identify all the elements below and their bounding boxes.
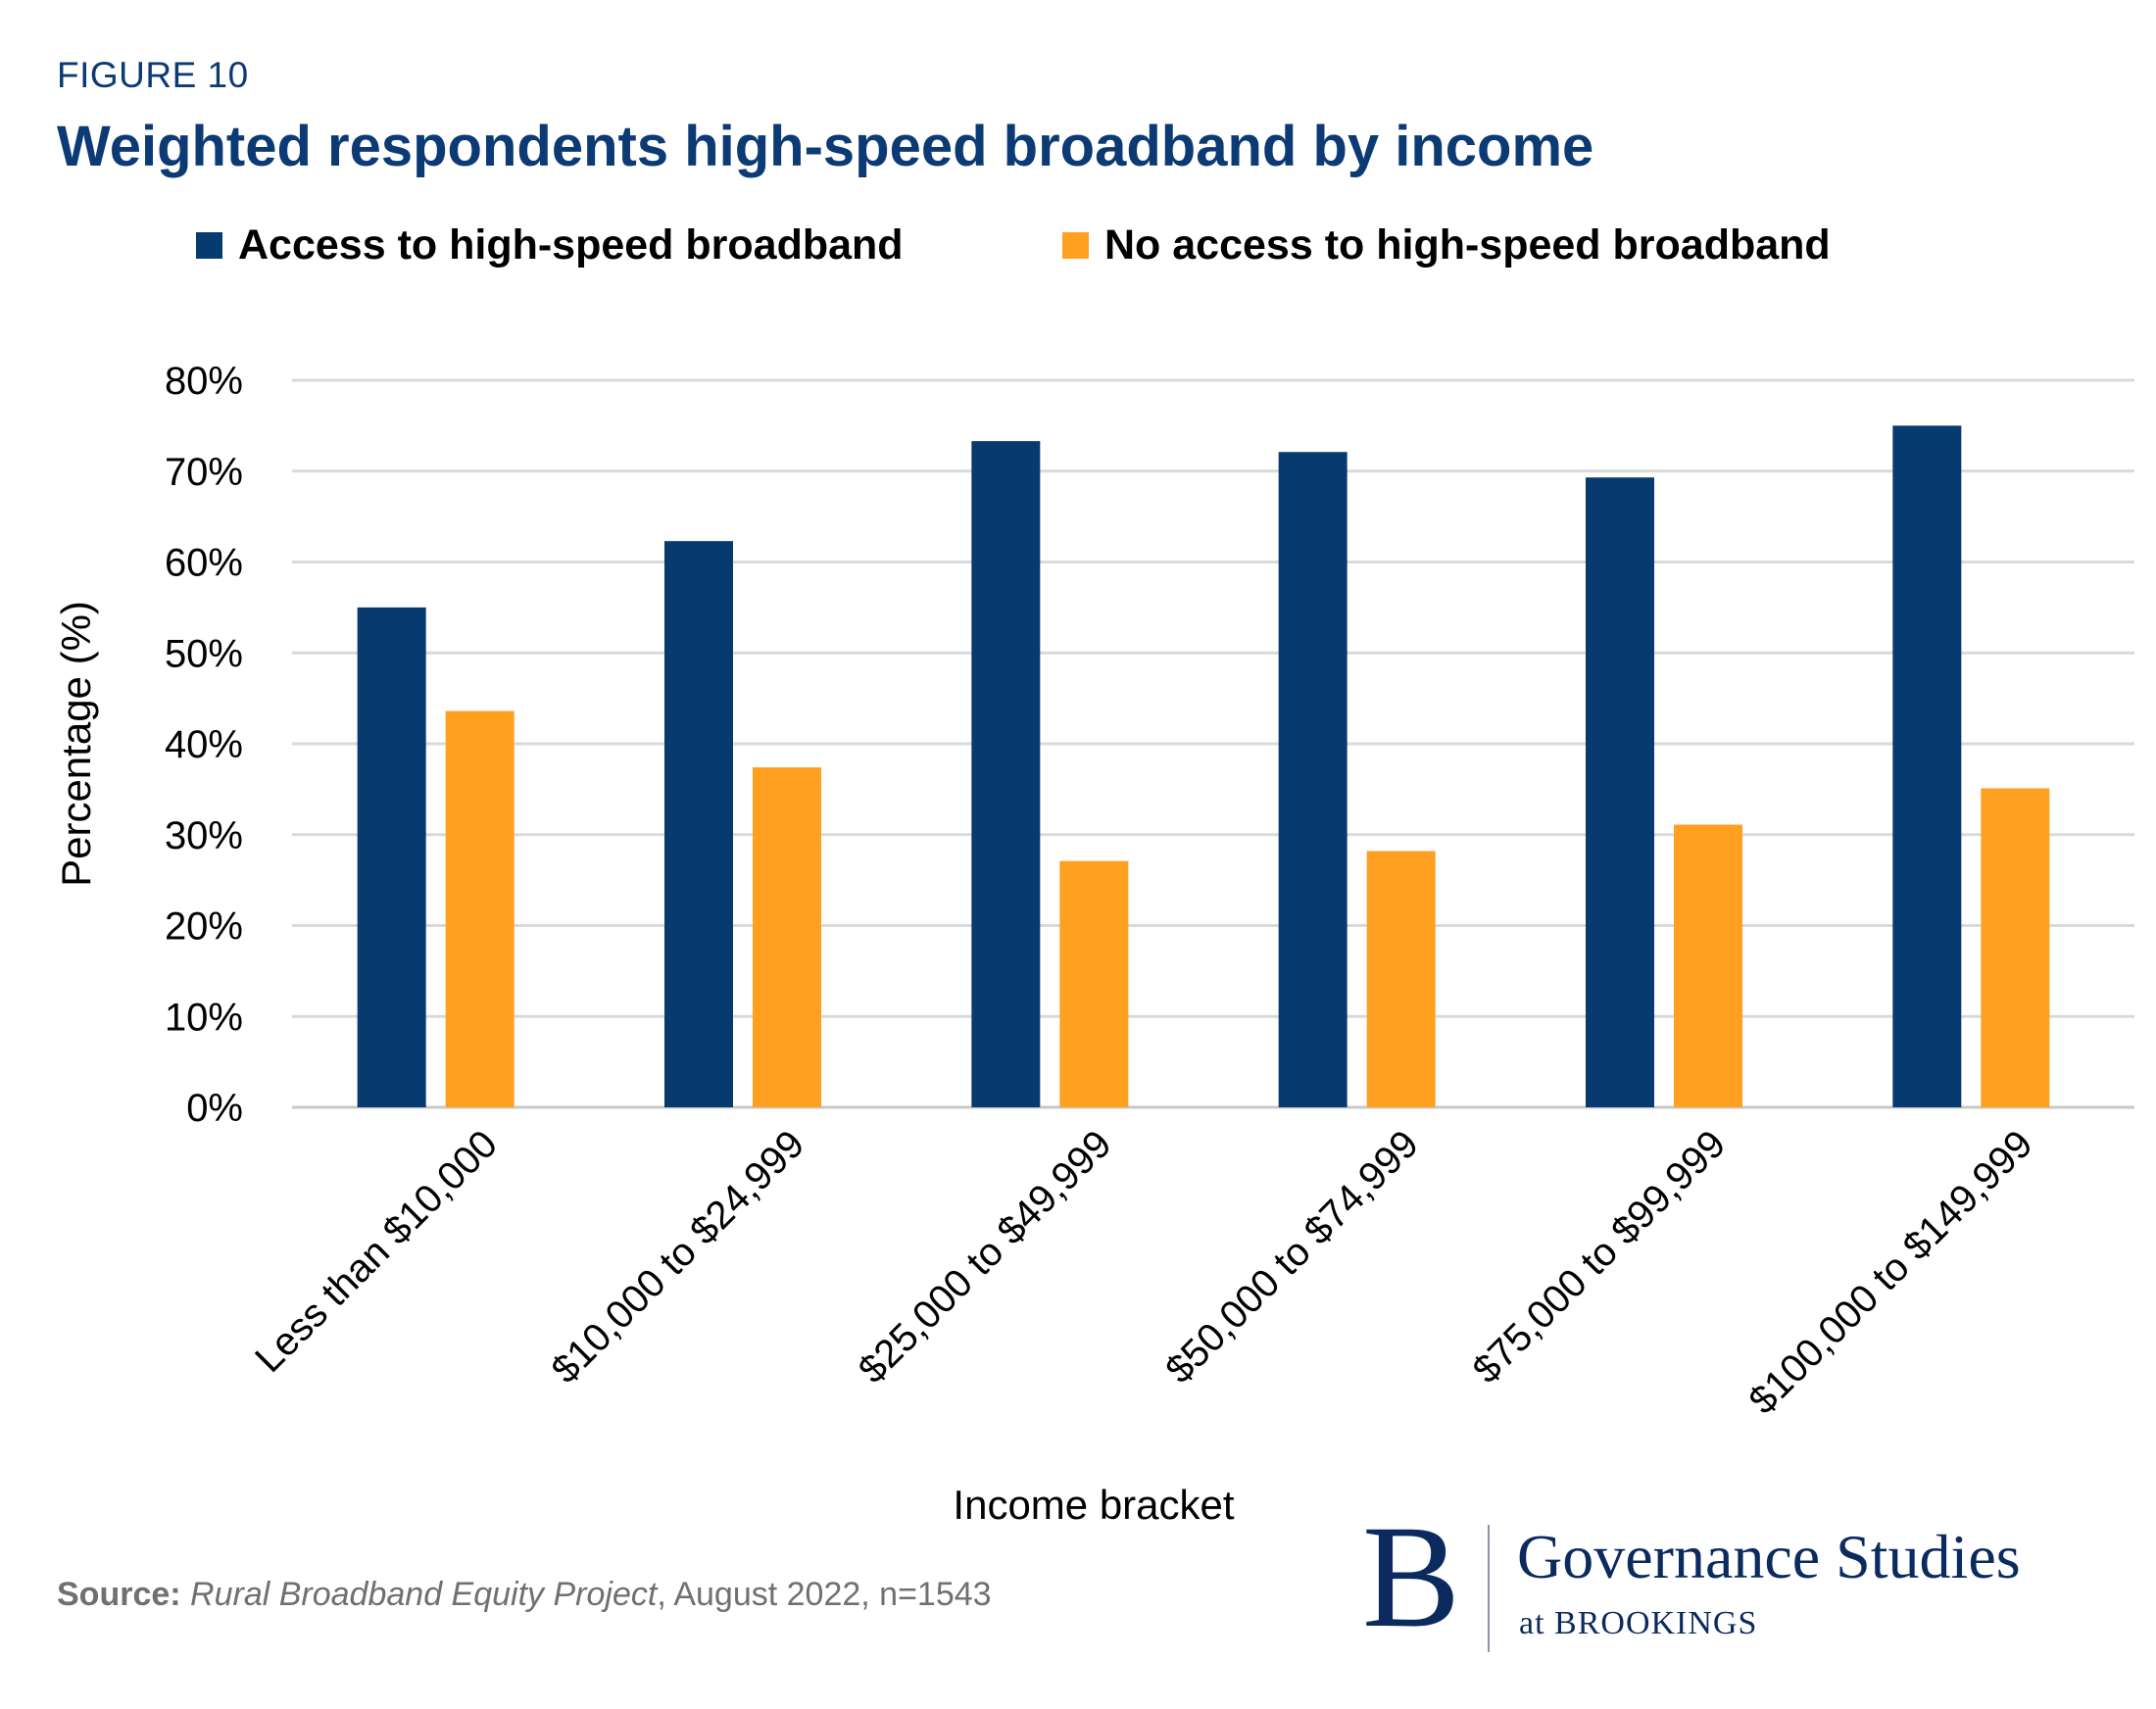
chart-title: Weighted respondents high-speed broadban… (57, 115, 1594, 178)
bar-no-access (1674, 824, 1742, 1107)
logo-subtitle: at BROOKINGS (1519, 1605, 1758, 1641)
bar-no-access (1059, 860, 1129, 1107)
y-tick-label: 80% (165, 360, 243, 403)
source-label: Source: (57, 1576, 181, 1613)
legend-swatch-access (196, 232, 222, 259)
logo-divider (1488, 1525, 1490, 1652)
y-tick-label: 70% (165, 451, 243, 494)
figure-label: FIGURE 10 (57, 55, 249, 95)
brookings-logo: B Governance Studies at BROOKINGS (1362, 1503, 2127, 1664)
x-tick-label: $25,000 to $49,999 (851, 1122, 1120, 1392)
legend-label-access: Access to high-speed broadband (238, 221, 904, 269)
logo-name: Governance Studies (1517, 1522, 2021, 1591)
bar-no-access (753, 767, 821, 1107)
bar-no-access (1366, 851, 1436, 1107)
source-note: Source: Rural Broadband Equity Project, … (57, 1576, 992, 1614)
y-tick-label: 60% (165, 542, 243, 585)
y-tick-label: 40% (165, 723, 243, 766)
bar-no-access (445, 710, 514, 1107)
bar-access (1892, 425, 1962, 1107)
legend-item-access: Access to high-speed broadband (196, 221, 904, 269)
y-axis-title: Percentage (%) (53, 601, 99, 887)
legend-item-no-access: No access to high-speed broadband (1062, 221, 1831, 269)
x-tick-label: $75,000 to $99,999 (1464, 1122, 1734, 1392)
x-tick-label: Less than $10,000 (247, 1122, 506, 1381)
y-tick-label: 50% (165, 632, 243, 675)
source-details: , August 2022, n=1543 (657, 1576, 992, 1613)
x-axis-title: Income bracket (953, 1482, 1234, 1528)
y-tick-label: 20% (165, 905, 243, 949)
bar-chart: 0% 10% 20% 30% 40% 50% 60% 70% 80% Less than $10,… (53, 360, 2134, 1528)
y-tick-label: 10% (165, 996, 243, 1039)
bar-access (971, 441, 1041, 1108)
logo-letter: B (1362, 1495, 1461, 1658)
legend-swatch-no-access (1062, 232, 1089, 259)
y-tick-label: 0% (186, 1087, 243, 1130)
legend: Access to high-speed broadband No access… (0, 221, 2156, 280)
x-tick-label: $100,000 to $149,999 (1740, 1122, 2040, 1422)
x-tick-label: $10,000 to $24,999 (543, 1122, 812, 1392)
bar-access (664, 541, 733, 1107)
x-tick-label: $50,000 to $74,999 (1157, 1122, 1427, 1392)
bar-access (357, 607, 426, 1107)
bar-access (1278, 452, 1348, 1108)
bar-access (1586, 477, 1654, 1107)
legend-label-no-access: No access to high-speed broadband (1104, 221, 1831, 269)
source-title: Rural Broadband Equity Project (190, 1576, 658, 1613)
bar-no-access (1981, 788, 2050, 1107)
y-tick-label: 30% (165, 814, 243, 857)
